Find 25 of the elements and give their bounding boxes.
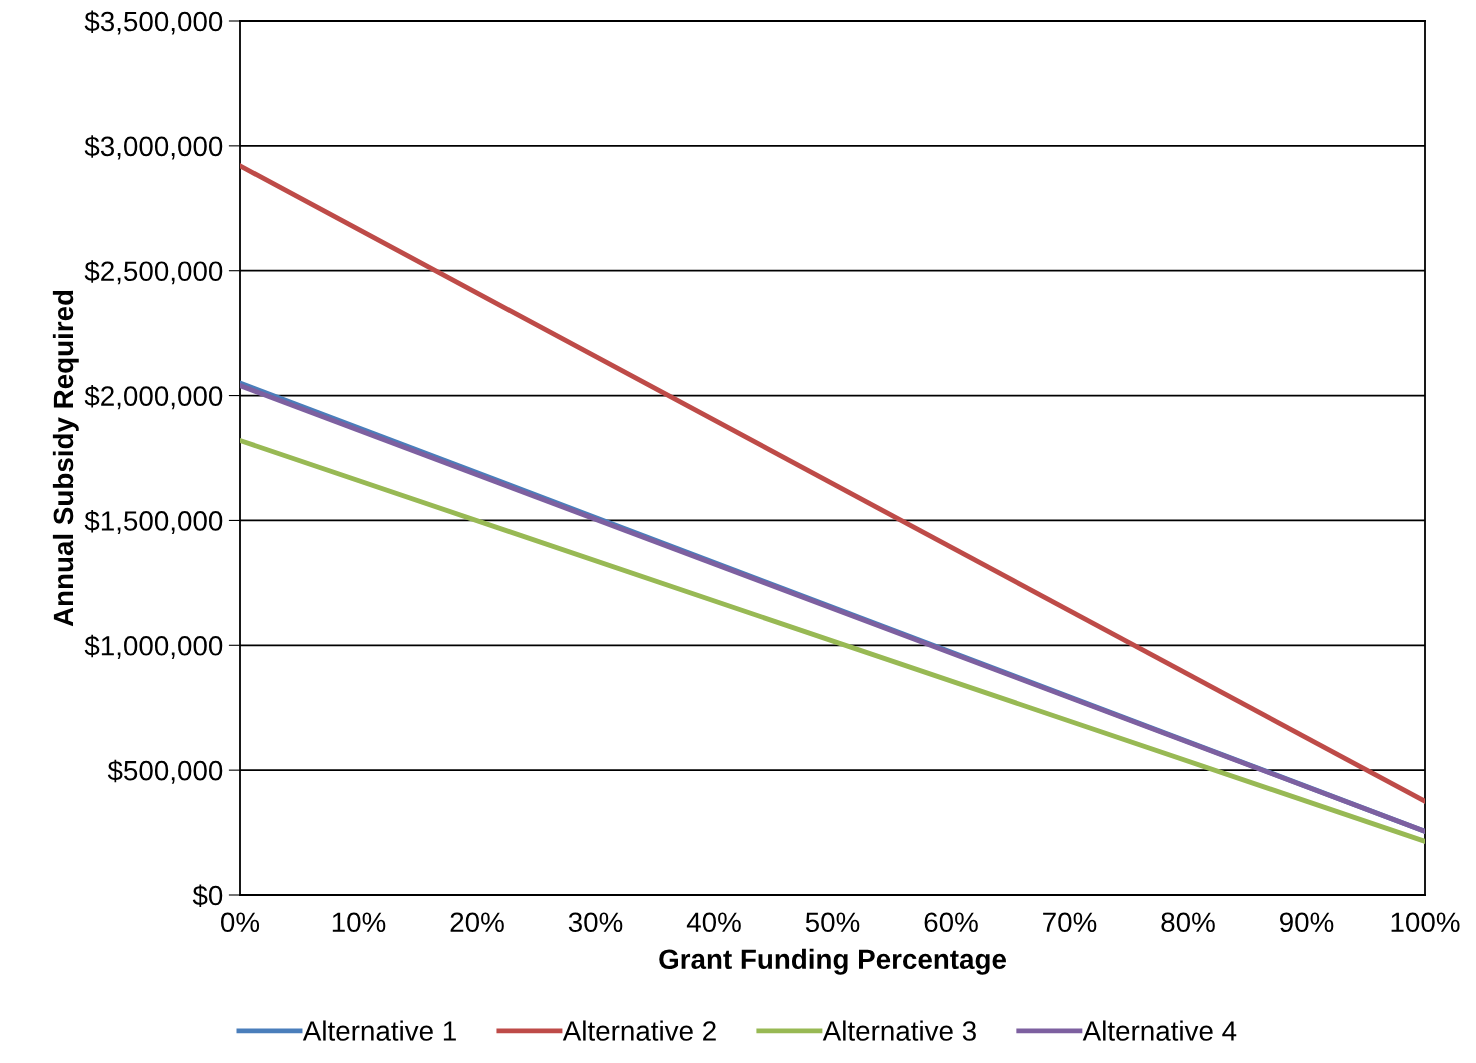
x-tick-label: 90% — [1280, 912, 1334, 933]
x-tick-label: 40% — [686, 912, 741, 933]
y-axis-title: Annual Subsidy Required — [52, 290, 79, 627]
legend-label: Alternative 1 — [302, 1020, 456, 1041]
x-tick-label: 50% — [805, 912, 860, 933]
x-tick-label: 80% — [1161, 912, 1215, 933]
y-tick-label: $0 — [192, 884, 223, 907]
x-tick-label: 100% — [1391, 912, 1460, 933]
x-tick-label: 0% — [221, 912, 260, 933]
x-tick-label: 70% — [1043, 912, 1097, 933]
y-tick-label: $1,000,000 — [84, 634, 223, 659]
x-axis-title: Grant Funding Percentage — [659, 948, 1006, 975]
legend-label: Alternative 4 — [1082, 1020, 1237, 1041]
y-tick-label: $3,500,000 — [84, 10, 223, 35]
y-tick-label: $2,500,000 — [84, 260, 223, 285]
x-tick-label: 60% — [924, 912, 978, 933]
legend-label: Alternative 3 — [822, 1020, 976, 1041]
x-tick-label: 30% — [568, 912, 623, 933]
x-tick-label: 20% — [450, 912, 504, 933]
x-tick-label: 10% — [332, 912, 386, 933]
y-tick-label: $2,000,000 — [84, 385, 223, 410]
legend-label: Alternative 2 — [562, 1020, 716, 1041]
y-tick-label: $500,000 — [107, 759, 223, 784]
y-tick-label: $1,500,000 — [84, 509, 223, 535]
y-tick-label: $3,000,000 — [84, 135, 223, 160]
